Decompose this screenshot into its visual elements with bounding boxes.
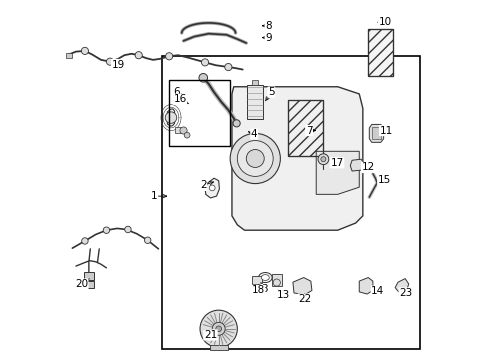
Ellipse shape [258, 273, 271, 283]
Circle shape [165, 112, 176, 123]
Bar [272, 274, 281, 286]
Ellipse shape [261, 275, 269, 280]
Bar [253, 284, 261, 288]
Text: 18: 18 [251, 285, 264, 296]
Text: 12: 12 [361, 162, 374, 172]
Bar [162, 56, 419, 348]
Polygon shape [292, 278, 311, 295]
Text: 19: 19 [111, 59, 124, 69]
Polygon shape [167, 109, 174, 126]
Polygon shape [368, 125, 383, 142]
Circle shape [233, 120, 240, 127]
Circle shape [237, 140, 273, 176]
Bar [247, 85, 263, 119]
Polygon shape [66, 53, 72, 58]
Text: 17: 17 [330, 158, 343, 168]
Circle shape [317, 154, 328, 165]
Circle shape [135, 51, 142, 59]
Polygon shape [349, 159, 364, 171]
Text: 2: 2 [200, 180, 206, 190]
Circle shape [212, 322, 224, 335]
Text: 21: 21 [203, 330, 217, 340]
Bar [287, 100, 323, 156]
Circle shape [215, 326, 221, 332]
Circle shape [201, 59, 208, 66]
Text: 23: 23 [398, 288, 412, 298]
Circle shape [224, 63, 231, 71]
Circle shape [184, 132, 190, 138]
Text: 13: 13 [276, 290, 289, 300]
Text: 5: 5 [267, 87, 274, 97]
Circle shape [200, 310, 237, 347]
Text: 22: 22 [298, 294, 311, 304]
Bar [83, 272, 94, 280]
Text: 7: 7 [305, 126, 312, 135]
Bar [174, 127, 183, 134]
Text: 1: 1 [150, 191, 157, 201]
Text: 4: 4 [250, 129, 257, 139]
Circle shape [81, 238, 88, 244]
Text: 16: 16 [173, 94, 186, 104]
Polygon shape [359, 278, 372, 294]
Circle shape [320, 157, 325, 162]
Circle shape [124, 226, 131, 233]
Circle shape [230, 134, 280, 184]
Bar [367, 30, 392, 76]
Circle shape [180, 127, 187, 134]
Bar [251, 276, 262, 284]
Circle shape [81, 47, 88, 54]
Bar [169, 80, 230, 146]
Text: 10: 10 [378, 17, 391, 27]
Text: 3: 3 [261, 284, 267, 294]
Bar [209, 345, 227, 350]
Text: 15: 15 [377, 175, 390, 185]
Text: 8: 8 [264, 21, 271, 31]
Text: 6: 6 [173, 87, 179, 97]
Circle shape [144, 237, 151, 243]
Circle shape [246, 149, 264, 167]
Circle shape [199, 73, 207, 82]
Circle shape [106, 58, 113, 65]
Polygon shape [204, 178, 219, 198]
Circle shape [103, 227, 109, 233]
Text: 11: 11 [379, 126, 392, 135]
Polygon shape [394, 279, 408, 292]
Bar [252, 80, 258, 85]
Text: 9: 9 [264, 33, 271, 42]
Bar [287, 100, 323, 156]
Polygon shape [316, 151, 359, 194]
Bar [371, 127, 380, 139]
Circle shape [209, 185, 215, 191]
Text: 14: 14 [370, 286, 384, 296]
Bar [83, 281, 94, 288]
Bar [367, 30, 392, 76]
Circle shape [273, 279, 280, 286]
Polygon shape [231, 87, 362, 230]
Text: 20: 20 [75, 279, 88, 289]
Circle shape [165, 53, 172, 60]
